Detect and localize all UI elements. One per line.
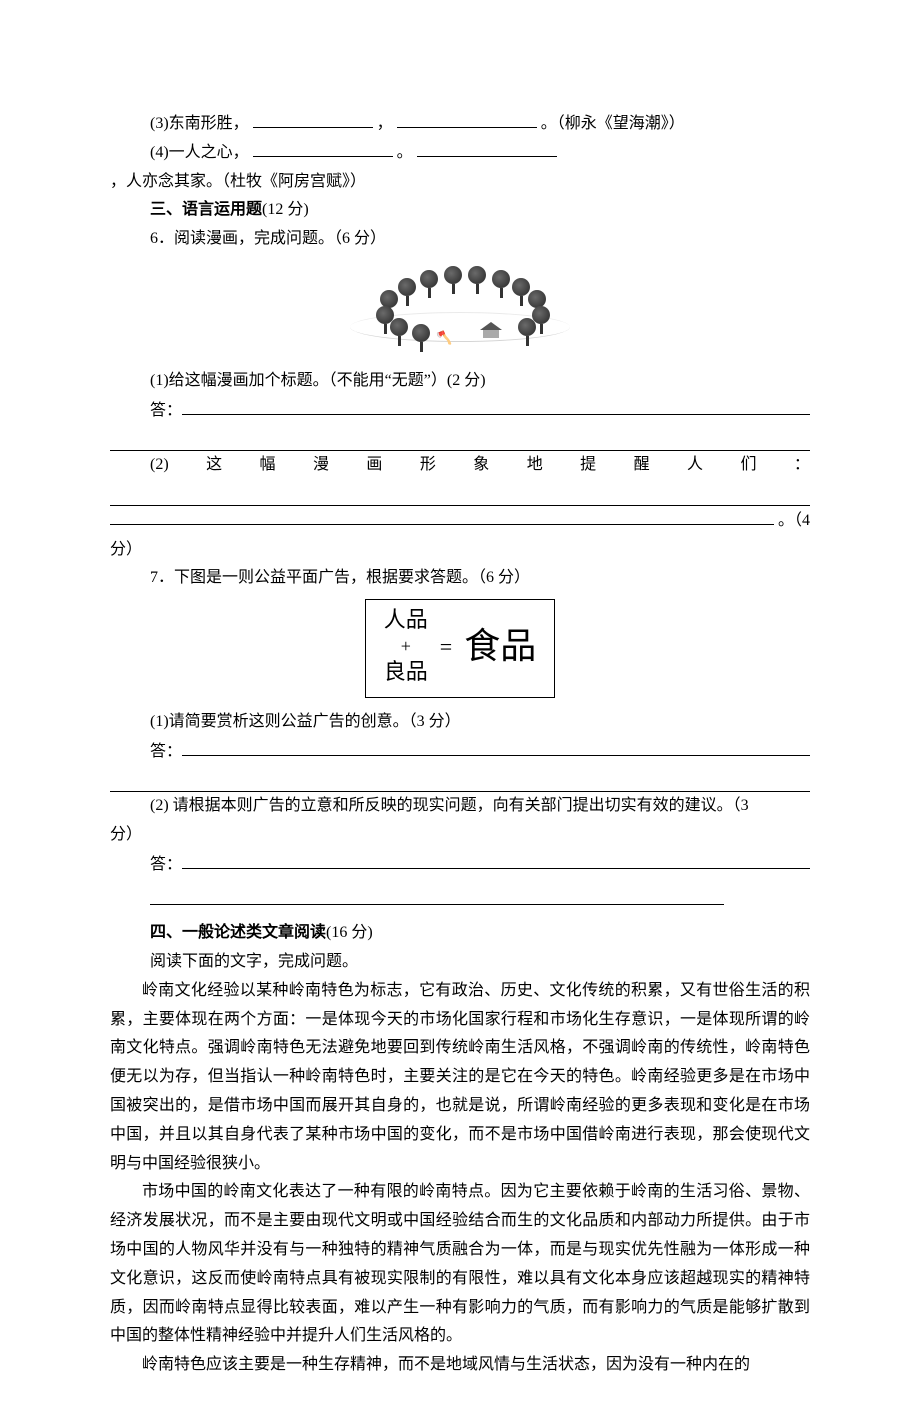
cartoon-canvas: 🪓 <box>340 260 580 350</box>
section4-heading-line: 四、一般论述类文章阅读(16 分) <box>110 919 810 948</box>
q7-sub1-blank-1[interactable] <box>182 737 810 756</box>
q7-sub1-blank-2[interactable] <box>110 766 810 792</box>
passage-p3: 岭南特色应该主要是一种生存精神，而不是地域风情与生活状态，因为没有一种内在的 <box>110 1351 810 1380</box>
section3-heading: 三、语言运用题 <box>150 201 262 218</box>
q7-sub2-a: (2) 请根据本则广告的立意和所反映的现实问题，向有关部门提出切实有效的建议。（… <box>110 792 810 821</box>
section4-points: (16 分) <box>326 924 373 941</box>
q3-line: (3)东南形胜， ， 。（柳永《望海潮》） <box>110 110 810 139</box>
passage-p1: 岭南文化经验以某种岭南特色为标志，它有政治、历史、文化传统的积累，又有世俗生活的… <box>110 977 810 1179</box>
q6-sub1-blank-2[interactable] <box>110 426 810 452</box>
q3-blank-2[interactable] <box>397 112 537 128</box>
q4-suffix: ，人亦念其家。（杜牧《阿房宫赋》） <box>110 173 366 190</box>
q6-sub1-answer-line1: 答： <box>110 396 810 426</box>
answer-prefix: 答： <box>150 738 182 767</box>
q3-prefix: (3)东南形胜， <box>150 115 249 132</box>
axe-icon: 🪓 <box>436 326 452 349</box>
section3-heading-line: 三、语言运用题(12 分) <box>110 196 810 225</box>
q4-blank-1[interactable] <box>253 141 393 157</box>
section4-heading: 四、一般论述类文章阅读 <box>150 924 326 941</box>
q7-sub2-b: 分） <box>110 821 810 850</box>
q4-blank-2[interactable] <box>417 141 557 157</box>
ad-eq: = <box>440 627 452 667</box>
q6-stem: 6．阅读漫画，完成问题。（6 分） <box>110 225 810 254</box>
q7-ad: 人品 + 良品 = 食品 <box>110 599 810 698</box>
q6-sub2-blank-1[interactable] <box>110 480 810 506</box>
q4-line: (4)一人之心， 。 ，人亦念其家。（杜牧《阿房宫赋》） <box>110 139 810 197</box>
ad-bottom: 良品 <box>384 658 428 687</box>
q7-sub2-answer-line1: 答： <box>110 850 810 880</box>
q6-sub1: (1)给这幅漫画加个标题。（不能用“无题”）(2 分) <box>110 367 810 396</box>
q7-stem: 7．下图是一则公益平面广告，根据要求答题。（6 分） <box>110 564 810 593</box>
q6-sub1-blank-1[interactable] <box>182 396 810 415</box>
q7-sub2-blank-2[interactable] <box>150 880 724 906</box>
answer-prefix: 答： <box>150 397 182 426</box>
ad-left: 人品 + 良品 <box>384 606 428 687</box>
q6-sub2-blank-2[interactable] <box>110 506 774 525</box>
q6-cartoon: 🪓 <box>110 260 810 361</box>
comma: ， <box>377 115 393 132</box>
house-icon <box>480 322 502 338</box>
q3-cite: 。（柳永《望海潮》） <box>541 115 685 132</box>
reading-lead: 阅读下面的文字，完成问题。 <box>110 948 810 977</box>
q4-mid: 。 <box>397 144 413 161</box>
ad-box: 人品 + 良品 = 食品 <box>365 599 555 698</box>
passage-p2: 市场中国的岭南文化表达了一种有限的岭南特点。因为它主要依赖于岭南的生活习俗、景物… <box>110 1178 810 1351</box>
q4-prefix: (4)一人之心， <box>150 144 249 161</box>
q6-sub2-tail: 分） <box>110 536 810 565</box>
section3-points: (12 分) <box>262 201 309 218</box>
q7-sub1-answer-line1: 答： <box>110 737 810 767</box>
ad-right: 食品 <box>464 614 536 679</box>
q6-sub2-suffix: 。（4 <box>778 507 810 536</box>
q7-sub1: (1)请简要赏析这则公益广告的创意。（3 分） <box>110 708 810 737</box>
q6-sub2-line: (2) 这 幅 漫 画 形 象 地 提 醒 人 们 ： <box>110 451 810 480</box>
q6-sub2-blank-2-line: 。（4 <box>110 506 810 536</box>
ad-plus: + <box>384 635 428 658</box>
ad-top: 人品 <box>384 606 428 635</box>
q3-blank-1[interactable] <box>253 112 373 128</box>
q7-sub2-blank-1[interactable] <box>182 850 810 869</box>
answer-prefix: 答： <box>150 851 182 880</box>
